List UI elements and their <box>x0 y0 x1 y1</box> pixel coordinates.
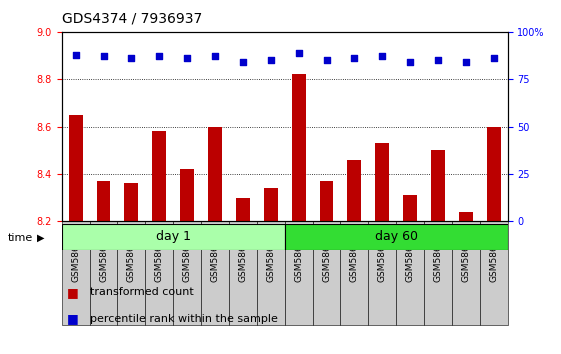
Point <box>71 52 80 57</box>
Bar <box>145 221 173 325</box>
Bar <box>152 131 166 221</box>
Bar <box>62 224 285 250</box>
Point <box>238 59 247 65</box>
Bar <box>320 181 333 221</box>
Bar <box>264 188 278 221</box>
Point <box>378 54 387 59</box>
Bar <box>431 150 445 221</box>
Bar <box>96 181 111 221</box>
Bar <box>125 183 139 221</box>
Point <box>99 54 108 59</box>
Bar <box>257 221 285 325</box>
Bar <box>452 221 480 325</box>
Point <box>127 56 136 61</box>
Point <box>294 50 303 56</box>
Bar <box>424 221 452 325</box>
Bar <box>208 126 222 221</box>
Point <box>210 54 219 59</box>
Bar <box>201 221 229 325</box>
Point <box>155 54 164 59</box>
Bar <box>285 221 312 325</box>
Bar <box>341 221 369 325</box>
Text: transformed count: transformed count <box>90 287 194 297</box>
Point <box>461 59 470 65</box>
Text: percentile rank within the sample: percentile rank within the sample <box>90 314 278 324</box>
Text: time: time <box>7 233 33 243</box>
Point <box>350 56 359 61</box>
Point <box>183 56 192 61</box>
Bar <box>285 224 508 250</box>
Text: day 1: day 1 <box>156 230 191 243</box>
Text: ▶: ▶ <box>37 233 44 243</box>
Bar <box>117 221 145 325</box>
Point <box>434 57 443 63</box>
Point <box>489 56 498 61</box>
Bar <box>396 221 424 325</box>
Bar <box>62 221 90 325</box>
Text: ■: ■ <box>67 286 79 298</box>
Bar <box>292 74 306 221</box>
Bar <box>312 221 341 325</box>
Bar <box>68 115 82 221</box>
Bar <box>369 221 396 325</box>
Bar <box>487 126 501 221</box>
Text: GDS4374 / 7936937: GDS4374 / 7936937 <box>62 11 202 25</box>
Bar <box>173 221 201 325</box>
Point <box>322 57 331 63</box>
Bar <box>180 169 194 221</box>
Bar <box>375 143 389 221</box>
Bar <box>347 160 361 221</box>
Bar <box>229 221 257 325</box>
Bar <box>459 212 473 221</box>
Point <box>266 57 275 63</box>
Bar <box>90 221 117 325</box>
Point <box>406 59 415 65</box>
Text: day 60: day 60 <box>375 230 418 243</box>
Bar <box>403 195 417 221</box>
Bar <box>480 221 508 325</box>
Text: ■: ■ <box>67 312 79 325</box>
Bar <box>236 198 250 221</box>
